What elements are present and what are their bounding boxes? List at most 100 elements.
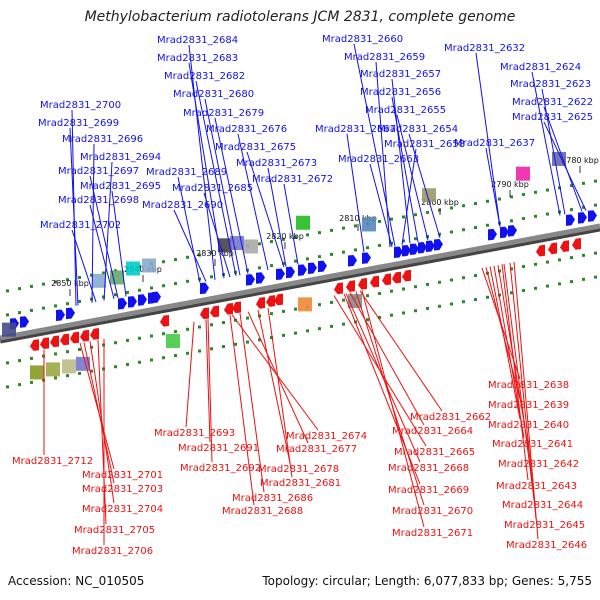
tick-dot bbox=[510, 291, 513, 295]
forward-leader-line bbox=[188, 62, 225, 279]
reverse-gene-label: Mrad2831_2704 bbox=[82, 504, 163, 515]
reverse-gene-label: Mrad2831_2678 bbox=[258, 464, 339, 475]
forward-leader-line bbox=[103, 161, 113, 301]
tick-dot bbox=[594, 179, 597, 183]
tick-dot bbox=[162, 332, 165, 336]
tick-dot bbox=[270, 240, 273, 244]
tick-dot bbox=[234, 342, 237, 346]
tick-dot bbox=[162, 356, 165, 360]
tick-dot bbox=[138, 336, 141, 340]
tick-dot bbox=[534, 262, 537, 266]
reverse-gene-arrow bbox=[224, 303, 233, 315]
tick-dot bbox=[330, 252, 333, 256]
tick-dot bbox=[330, 324, 333, 328]
forward-gene-label: Mrad2831_2656 bbox=[360, 87, 441, 98]
tick-dot bbox=[30, 308, 33, 312]
tick-dot bbox=[162, 260, 165, 264]
tick-dot bbox=[258, 338, 261, 342]
forward-gene-arrow bbox=[566, 214, 575, 226]
forward-gene-arrow bbox=[500, 226, 509, 239]
tick-dot bbox=[174, 330, 177, 334]
reverse-leader-line bbox=[207, 319, 213, 463]
tick-dot bbox=[462, 300, 465, 304]
tick-dot bbox=[486, 199, 489, 203]
forward-gene-arrow bbox=[348, 255, 357, 267]
tick-dot bbox=[450, 302, 453, 306]
forward-gene-arrow bbox=[66, 307, 75, 320]
tick-dot bbox=[78, 299, 81, 303]
feature-box bbox=[62, 359, 76, 374]
tick-dot bbox=[450, 230, 453, 234]
forward-gene-arrow bbox=[394, 246, 403, 258]
tick-dot bbox=[306, 329, 309, 333]
tick-dot bbox=[102, 271, 105, 275]
forward-leader-line bbox=[195, 80, 237, 277]
reverse-gene-label: Mrad2831_2693 bbox=[154, 428, 235, 439]
forward-gene-label: Mrad2831_2667 bbox=[315, 124, 396, 135]
tick-dot bbox=[438, 304, 441, 308]
tick-dot bbox=[342, 250, 345, 254]
tick-dot bbox=[426, 282, 429, 286]
forward-gene-label: Mrad2831_2680 bbox=[173, 89, 254, 100]
tick-dot bbox=[42, 306, 45, 310]
reverse-gene-label: Mrad2831_2670 bbox=[392, 506, 473, 517]
tick-dot bbox=[258, 242, 261, 246]
tick-dot bbox=[210, 275, 213, 279]
tick-dot bbox=[210, 251, 213, 255]
tick-dot bbox=[366, 246, 369, 250]
reverse-gene-arrow bbox=[60, 333, 69, 346]
tick-dot bbox=[174, 258, 177, 262]
reverse-leader-line bbox=[501, 264, 529, 481]
reverse-gene-label: Mrad2831_2646 bbox=[506, 540, 587, 551]
forward-gene-arrow bbox=[256, 272, 265, 284]
reverse-leader-line bbox=[513, 262, 539, 540]
tick-dot bbox=[594, 203, 597, 207]
reverse-gene-label: Mrad2831_2692 bbox=[180, 463, 261, 474]
tick-dot bbox=[198, 325, 201, 329]
tick-dot bbox=[90, 273, 93, 277]
reverse-gene-label: Mrad2831_2644 bbox=[502, 500, 583, 511]
forward-leader-line bbox=[408, 133, 441, 239]
tick-dot bbox=[186, 255, 189, 259]
forward-gene-label: Mrad2831_2689 bbox=[146, 167, 227, 178]
tick-dot bbox=[78, 371, 81, 375]
tick-dot bbox=[174, 282, 177, 286]
tick-dot bbox=[18, 311, 21, 315]
tick-dot bbox=[330, 228, 333, 232]
forward-gene-label: Mrad2831_2676 bbox=[206, 124, 287, 135]
tick-dot bbox=[294, 259, 297, 263]
reverse-gene-label: Mrad2831_2643 bbox=[496, 481, 577, 492]
tick-dot bbox=[90, 297, 93, 301]
tick-dot bbox=[66, 374, 69, 378]
tick-dot bbox=[522, 289, 525, 293]
forward-leader-line bbox=[111, 190, 127, 297]
tick-dot bbox=[558, 186, 561, 190]
tick-dot bbox=[318, 327, 321, 331]
tick-dot bbox=[198, 253, 201, 257]
tick-dot bbox=[474, 298, 477, 302]
tick-dot bbox=[546, 188, 549, 192]
tick-dot bbox=[426, 210, 429, 214]
tick-dot bbox=[270, 264, 273, 268]
reverse-leader-line bbox=[185, 321, 195, 428]
feature-box bbox=[516, 166, 530, 181]
tick-dot bbox=[210, 323, 213, 327]
tick-dot bbox=[6, 361, 9, 365]
tick-dot bbox=[54, 352, 57, 356]
forward-leader-line bbox=[391, 78, 411, 244]
reverse-gene-label: Mrad2831_2668 bbox=[388, 463, 469, 474]
reverse-leader-line bbox=[229, 315, 255, 506]
forward-gene-label: Mrad2831_2682 bbox=[164, 71, 245, 82]
feature-box bbox=[2, 322, 16, 337]
forward-gene-arrow bbox=[138, 294, 147, 306]
forward-leader-line bbox=[89, 204, 115, 299]
tick-dot bbox=[546, 284, 549, 288]
feature-box bbox=[422, 188, 436, 203]
tick-dot bbox=[450, 278, 453, 282]
forward-gene-label: Mrad2831_2622 bbox=[512, 97, 593, 108]
forward-gene-label: Mrad2831_2685 bbox=[172, 183, 253, 194]
forward-gene-label: Mrad2831_2675 bbox=[215, 142, 296, 153]
feature-box bbox=[92, 273, 106, 288]
tick-dot bbox=[18, 383, 21, 387]
tick-dot bbox=[570, 184, 573, 188]
